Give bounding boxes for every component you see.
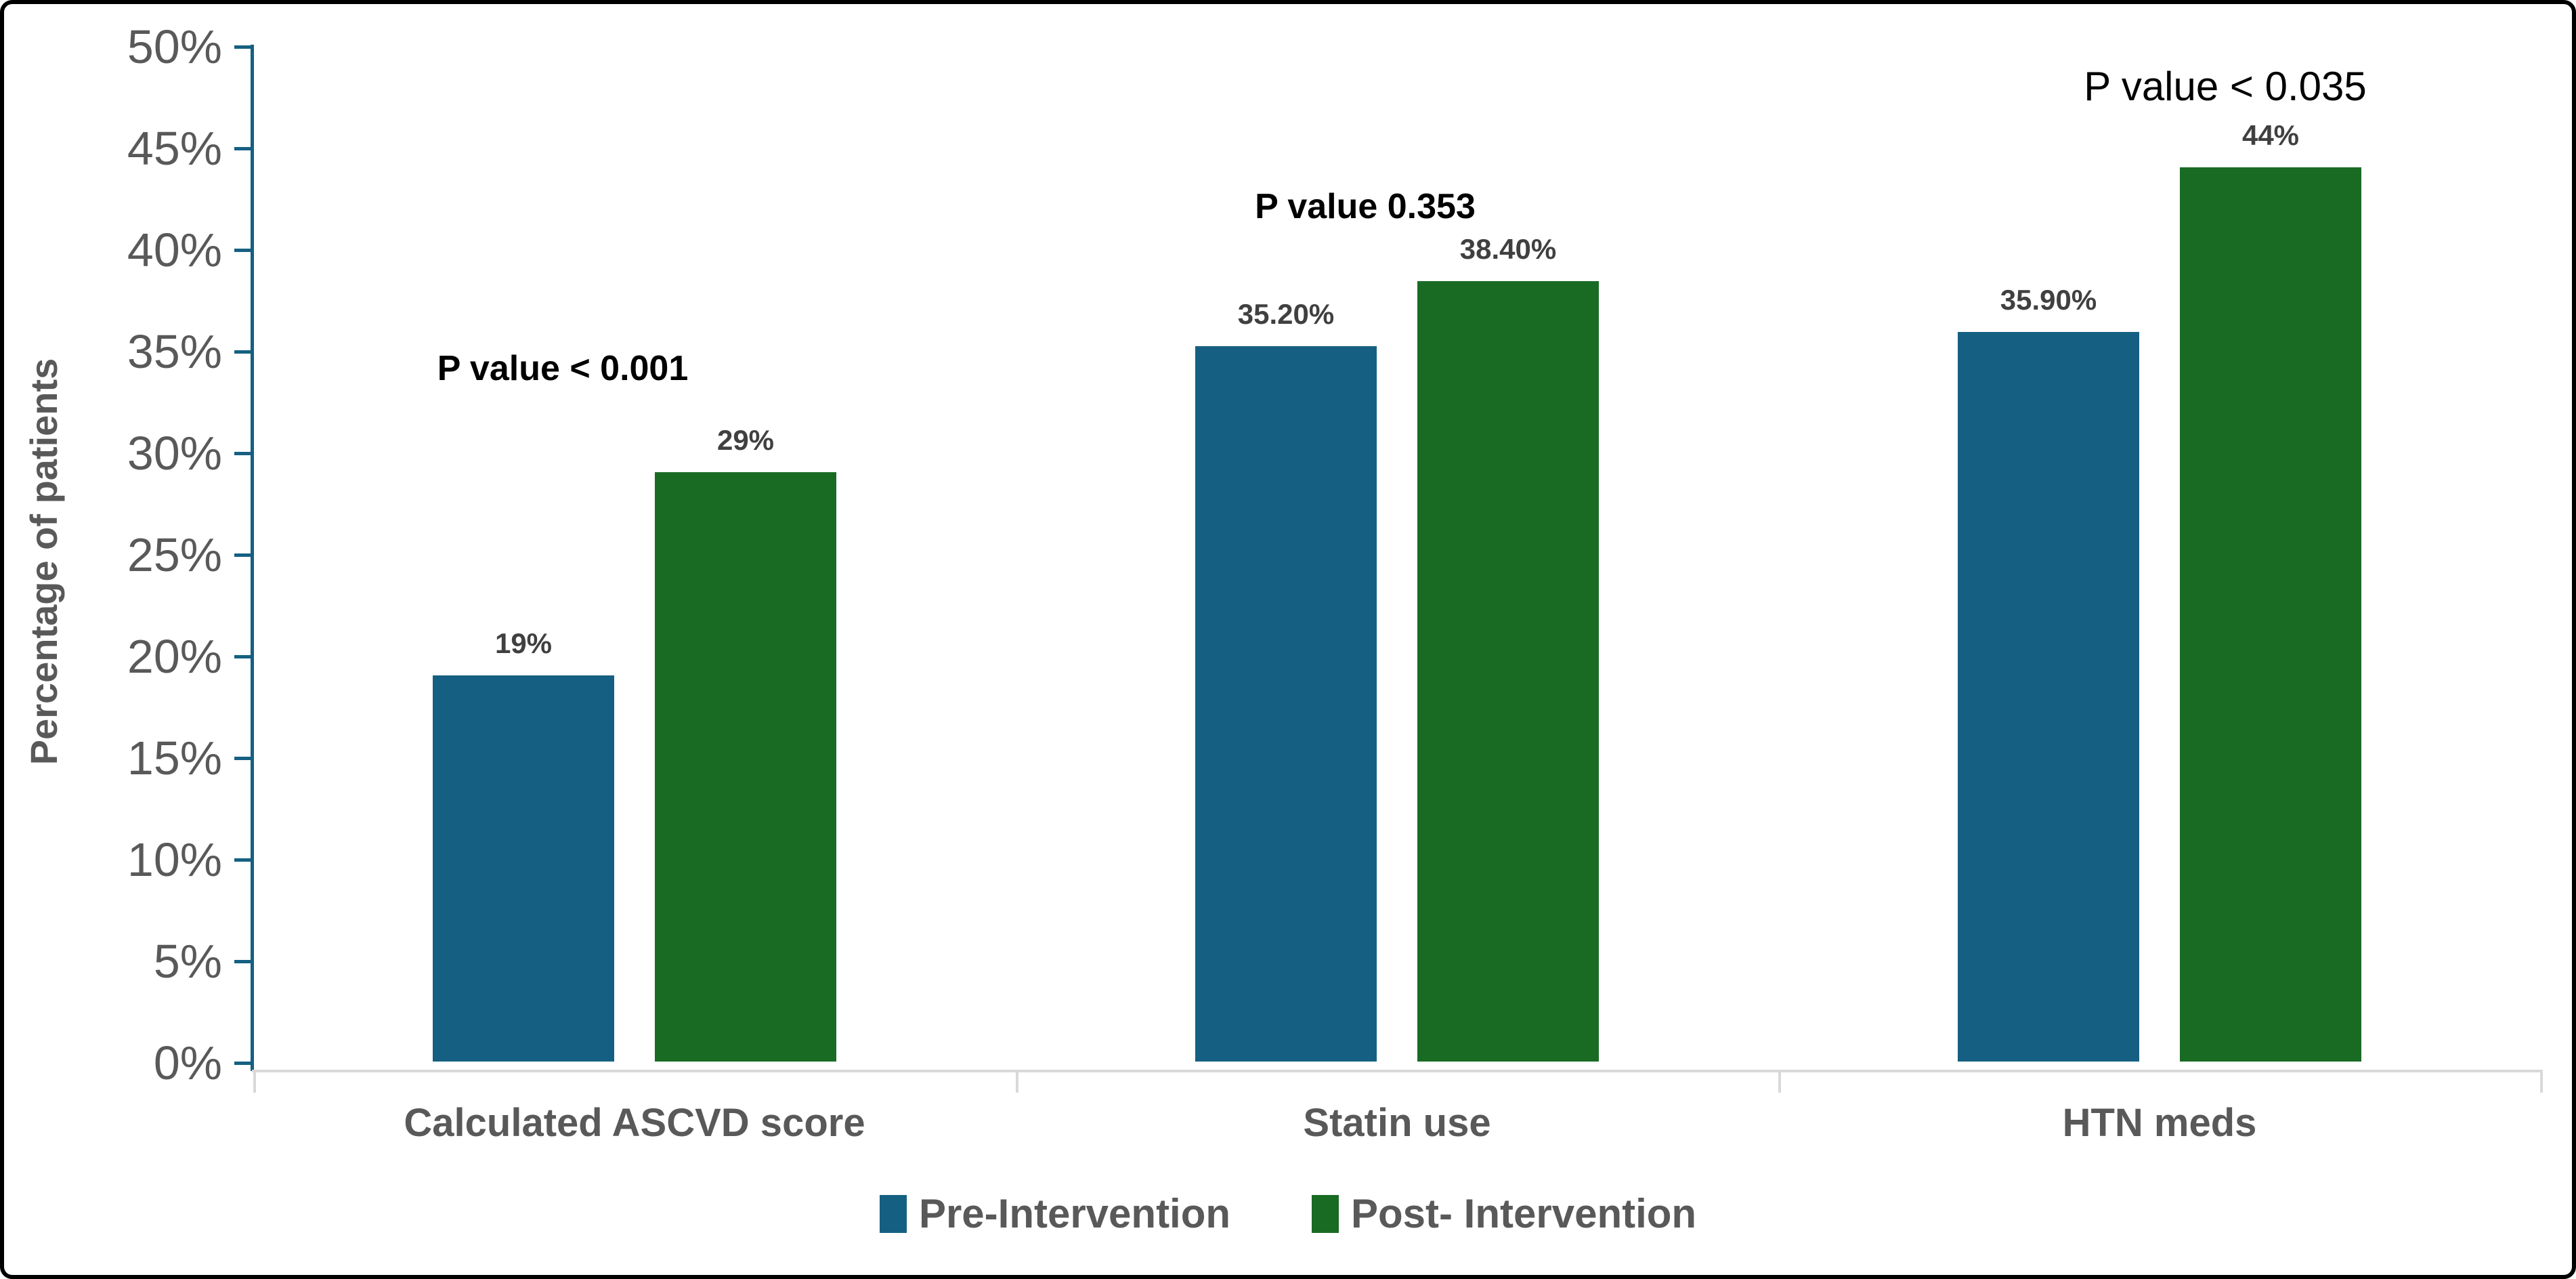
bar-pre-intervention <box>1958 332 2139 1062</box>
y-tick-label: 0% <box>153 1036 222 1089</box>
y-tick-mark <box>234 146 252 150</box>
data-label-post: 29% <box>716 424 775 456</box>
category-label: HTN meds <box>2062 1101 2257 1145</box>
y-tick-label: 35% <box>127 325 222 378</box>
y-tick-mark <box>234 1061 252 1065</box>
category-label: Calculated ASCVD score <box>404 1101 865 1145</box>
y-axis-title: Percentage of patients <box>22 358 65 766</box>
legend-swatch-pre-icon <box>879 1195 907 1233</box>
y-tick-label: 25% <box>127 528 222 581</box>
legend-label: Pre-Intervention <box>918 1191 1231 1236</box>
y-tick-mark <box>234 756 252 760</box>
y-tick-label: 5% <box>153 935 222 988</box>
category-group-statin: P value 0.353 35.20% 38.40% Statin use <box>1016 45 1778 1143</box>
y-tick-label: 10% <box>127 833 222 886</box>
data-label-post: 44% <box>2241 119 2300 151</box>
bar-post-intervention <box>1417 281 1599 1062</box>
bar-post-intervention <box>2180 167 2361 1062</box>
p-value-annotation: P value < 0.035 <box>2084 64 2367 109</box>
y-axis-line <box>251 45 254 1071</box>
data-label-pre: 35.20% <box>1237 298 1335 330</box>
legend-swatch-post-icon <box>1312 1195 1339 1233</box>
y-tick-label: 20% <box>127 630 222 683</box>
y-tick-mark <box>234 858 252 862</box>
category-label: Statin use <box>1303 1101 1491 1145</box>
category-group-htn: P value < 0.035 35.90% 44% HTN meds <box>1778 45 2541 1143</box>
legend-item-post-intervention: Post- Intervention <box>1312 1194 1696 1234</box>
bar-pre-intervention <box>1195 346 1377 1062</box>
y-tick-label: 50% <box>127 20 222 73</box>
legend-item-pre-intervention: Pre-Intervention <box>879 1191 1231 1236</box>
y-tick-mark <box>234 654 252 658</box>
data-label-pre: 35.90% <box>2000 284 2097 316</box>
y-tick-mark <box>234 45 252 49</box>
legend: Pre-Intervention Post- Intervention <box>4 1194 2572 1234</box>
x-tick-mark <box>2540 1072 2543 1093</box>
y-tick-label: 30% <box>127 427 222 480</box>
y-tick-mark <box>234 553 252 557</box>
y-tick-mark <box>234 350 252 354</box>
data-label-pre: 19% <box>494 627 553 659</box>
x-axis-line <box>252 1070 2543 1072</box>
y-tick-mark <box>234 248 252 252</box>
legend-label: Post- Intervention <box>1351 1191 1697 1236</box>
bar-pre-intervention <box>433 675 614 1062</box>
x-tick-mark <box>1016 1072 1018 1093</box>
y-tick-label: 40% <box>127 224 222 276</box>
p-value-annotation: P value < 0.001 <box>437 349 689 388</box>
category-group-ascvd: P value < 0.001 19% 29% Calculated ASCVD… <box>253 45 1016 1143</box>
data-label-post: 38.40% <box>1459 233 1557 265</box>
x-tick-mark <box>253 1072 256 1093</box>
x-tick-mark <box>1778 1072 1781 1093</box>
y-tick-mark <box>234 451 252 455</box>
y-tick-label: 45% <box>127 122 222 175</box>
bar-post-intervention <box>655 472 836 1062</box>
y-tick-mark <box>234 959 252 963</box>
p-value-annotation: P value 0.353 <box>1255 187 1476 226</box>
y-tick-label: 15% <box>127 732 222 784</box>
